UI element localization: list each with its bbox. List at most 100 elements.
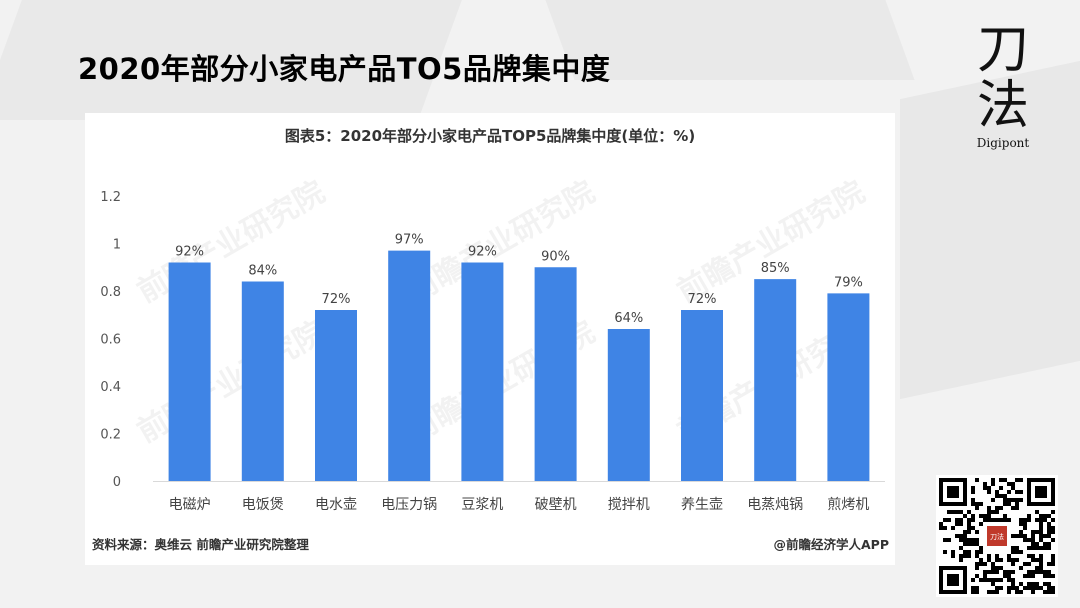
qr-module [1015,502,1019,506]
qr-module [967,538,971,542]
qr-module [987,506,991,510]
qr-module [987,558,991,562]
qr-module [1031,558,1035,562]
qr-module [979,546,983,550]
qr-module [987,510,991,514]
qr-module [1047,562,1051,566]
qr-module [1011,558,1015,562]
qr-module [1027,518,1031,522]
qr-module [1019,522,1023,526]
qr-module [1007,574,1011,578]
qr-module [995,586,999,590]
data-label: 79% [834,275,863,290]
qr-module [983,574,987,578]
qr-module [995,578,999,582]
qr-module [975,574,979,578]
bar [461,262,504,481]
qr-module [995,570,999,574]
qr-module [983,570,987,574]
qr-module [975,550,979,554]
qr-module [1027,538,1031,542]
chart-title: 图表5：2020年部分小家电产品TOP5品牌集中度(单位：%) [284,127,696,145]
qr-module [995,566,999,570]
qr-module [983,514,987,518]
qr-module [1039,586,1043,590]
y-tick-label: 0.6 [100,333,121,348]
qr-module [979,514,983,518]
qr-module [999,578,1003,582]
qr-code-graphic: 刀法 [939,478,1055,594]
qr-module [1039,570,1043,574]
qr-module [1035,566,1039,570]
qr-module [975,562,979,566]
qr-module [947,510,951,514]
qr-module [1007,502,1011,506]
chart-card: 图表5：2020年部分小家电产品TOP5品牌集中度(单位：%) 前瞻产业研究院前… [85,113,895,565]
qr-module [1019,582,1023,586]
qr-module [1011,498,1015,502]
data-label: 97% [395,233,424,248]
qr-module [975,586,979,590]
qr-module [979,522,983,526]
qr-module [1011,570,1015,574]
qr-module [971,590,975,594]
qr-module [987,518,991,522]
qr-module [1015,590,1019,594]
qr-code: 刀法 [936,475,1058,597]
qr-module [975,506,979,510]
qr-module [1051,558,1055,562]
qr-module [987,578,991,582]
qr-module [1019,478,1023,482]
qr-module [991,510,995,514]
qr-module [1015,534,1019,538]
qr-module [999,478,1003,482]
qr-module [1039,534,1043,538]
qr-module [1003,498,1007,502]
qr-module [1027,570,1031,574]
qr-module [1047,574,1051,578]
qr-module [947,518,951,522]
qr-module [1023,518,1027,522]
qr-module [1007,558,1011,562]
qr-module [1039,522,1043,526]
qr-module [1011,534,1015,538]
qr-module [987,590,991,594]
qr-module [1031,570,1035,574]
qr-module [1003,502,1007,506]
qr-module [987,570,991,574]
qr-module [943,518,947,522]
qr-module [1039,530,1043,534]
qr-module [1023,534,1027,538]
qr-module [1035,586,1039,590]
bar [681,310,723,481]
qr-finder-core [947,574,959,586]
qr-module [1027,586,1031,590]
qr-module [967,522,971,526]
qr-module [1035,518,1039,522]
qr-module [995,558,999,562]
qr-module [991,482,995,486]
qr-module [1043,542,1047,546]
qr-module [999,558,1003,562]
qr-module [991,518,995,522]
qr-module [1047,514,1051,518]
qr-module [971,514,975,518]
x-tick-label: 电磁炉 [169,497,211,513]
qr-module [975,554,979,558]
qr-module [1015,490,1019,494]
bar [388,250,431,481]
y-tick-label: 0.8 [100,285,121,300]
x-tick-label: 破壁机 [535,497,577,513]
qr-module [1011,550,1015,554]
qr-module [1051,574,1055,578]
qr-module [991,566,995,570]
qr-module [1031,586,1035,590]
qr-module [1011,486,1015,490]
bar-chart: 前瞻产业研究院前瞻产业研究院前瞻产业研究院前瞻产业研究院前瞻产业研究院前瞻产业研… [100,175,885,513]
qr-module [963,534,967,538]
qr-module [983,486,987,490]
qr-module [975,566,979,570]
qr-module [995,494,999,498]
qr-module [951,550,955,554]
credit-note: @前瞻经济学人APP [773,537,890,552]
